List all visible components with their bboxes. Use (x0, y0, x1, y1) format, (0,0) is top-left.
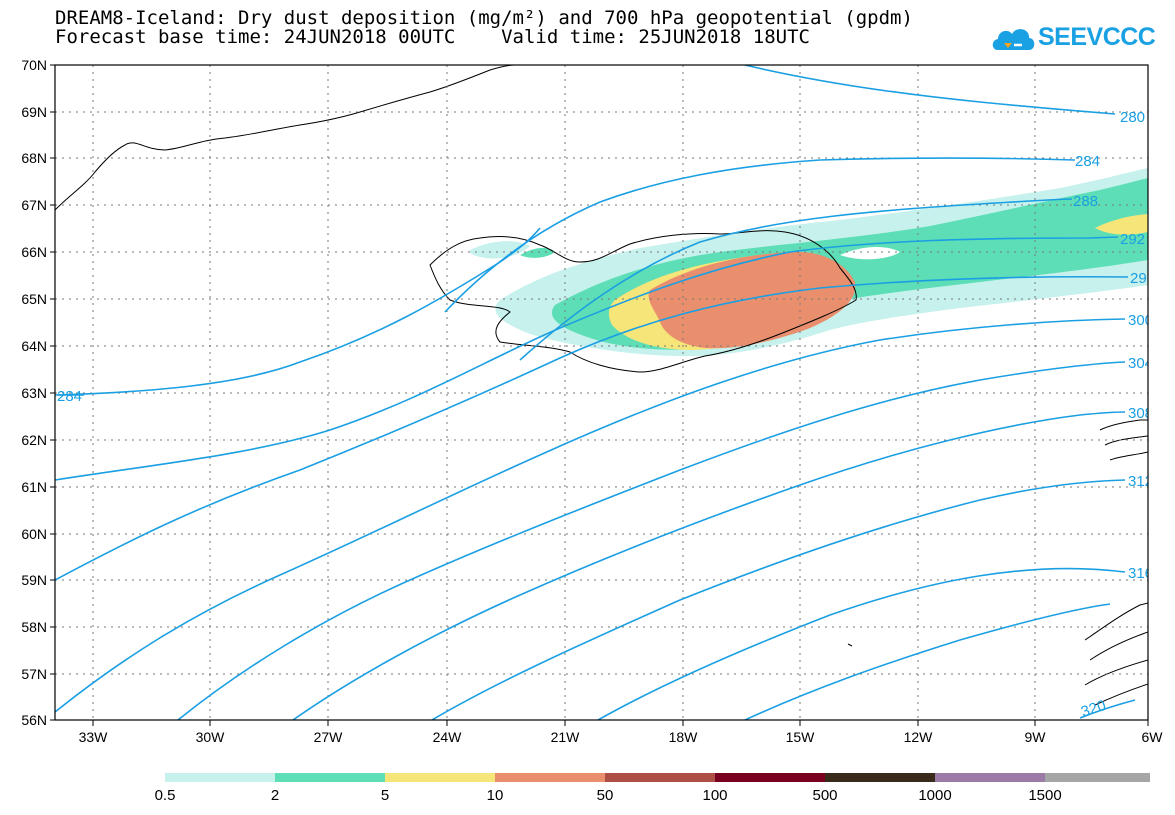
legend-label: 2 (271, 787, 279, 804)
map-subtitle: Forecast base time: 24JUN2018 00UTC Vali… (55, 26, 810, 48)
longitude-labels: 33W 30W 27W 24W 21W 18W 15W 12W 9W 6W (79, 729, 1164, 745)
lon-label: 24W (433, 729, 463, 745)
geopotential-contours (55, 65, 1136, 720)
legend-swatch (1045, 773, 1150, 782)
legend-swatch (715, 773, 825, 782)
lat-label: 70N (21, 57, 47, 73)
legend-swatch (165, 773, 275, 782)
lat-label: 56N (21, 712, 47, 728)
lon-label: 12W (904, 729, 934, 745)
lat-label: 68N (21, 150, 47, 166)
legend-label: 0.5 (155, 787, 176, 804)
contour-label-284-west: 284 (57, 388, 82, 405)
lon-label: 6W (1142, 729, 1164, 745)
lon-label: 27W (314, 729, 344, 745)
legend-label: 100 (702, 787, 727, 804)
dust-deposition-shading (469, 168, 1148, 357)
legend-labels: 0.5 2 5 10 50 100 500 1000 1500 (155, 787, 1062, 804)
lat-label: 59N (21, 572, 47, 588)
map-title: DREAM8-Iceland: Dry dust deposition (mg/… (55, 7, 913, 29)
legend-swatch (385, 773, 495, 782)
legend-label: 5 (381, 787, 389, 804)
contour-label-280: 280 (1120, 109, 1145, 126)
legend-swatch (275, 773, 385, 782)
lat-label: 64N (21, 338, 47, 354)
legend-swatch (605, 773, 715, 782)
legend-label: 50 (597, 787, 614, 804)
seevccc-logo: SEEVCCC (990, 20, 1156, 60)
lon-label: 18W (669, 729, 699, 745)
legend-swatch (495, 773, 605, 782)
contour-label-284: 284 (1075, 153, 1100, 170)
legend-swatch (825, 773, 935, 782)
lat-label: 58N (21, 619, 47, 635)
legend-label: 10 (487, 787, 504, 804)
legend-swatch (935, 773, 1045, 782)
legend-label: 1000 (918, 787, 951, 804)
contour-label-320: 320 (1079, 697, 1108, 721)
lon-label: 21W (551, 729, 581, 745)
lat-label: 60N (21, 526, 47, 542)
lon-label: 33W (79, 729, 109, 745)
lat-label: 67N (21, 197, 47, 213)
cloud-logo-icon (992, 29, 1035, 50)
legend-label: 500 (812, 787, 837, 804)
contour-labels: 280 284 288 292 296 300 304 308 312 316 … (57, 109, 1155, 721)
lat-label: 66N (21, 244, 47, 260)
axis-ticks (50, 64, 1149, 726)
contour-label-308: 308 (1128, 405, 1153, 422)
lat-label: 61N (21, 479, 47, 495)
lat-label: 62N (21, 432, 47, 448)
logo-text: SEEVCCC (1038, 23, 1156, 51)
lon-label: 9W (1025, 729, 1047, 745)
contour-label-316: 316 (1128, 565, 1153, 582)
contour-label-312: 312 (1128, 473, 1153, 490)
latitude-labels: 70N 69N 68N 67N 66N 65N 64N 63N 62N 61N … (21, 57, 47, 728)
contour-label-296: 296 (1130, 270, 1155, 287)
contour-label-288: 288 (1073, 193, 1098, 210)
lon-label: 15W (786, 729, 816, 745)
coastlines (55, 65, 1148, 706)
map-gridlines (55, 65, 1148, 720)
contour-label-300: 300 (1128, 312, 1153, 329)
lat-label: 63N (21, 385, 47, 401)
lat-label: 57N (21, 666, 47, 682)
lon-label: 30W (196, 729, 226, 745)
legend-colorbar (165, 773, 1150, 782)
contour-label-304: 304 (1128, 355, 1153, 372)
legend-label: 1500 (1028, 787, 1061, 804)
contour-label-292: 292 (1120, 231, 1145, 248)
lat-label: 69N (21, 104, 47, 120)
lat-label: 65N (21, 291, 47, 307)
